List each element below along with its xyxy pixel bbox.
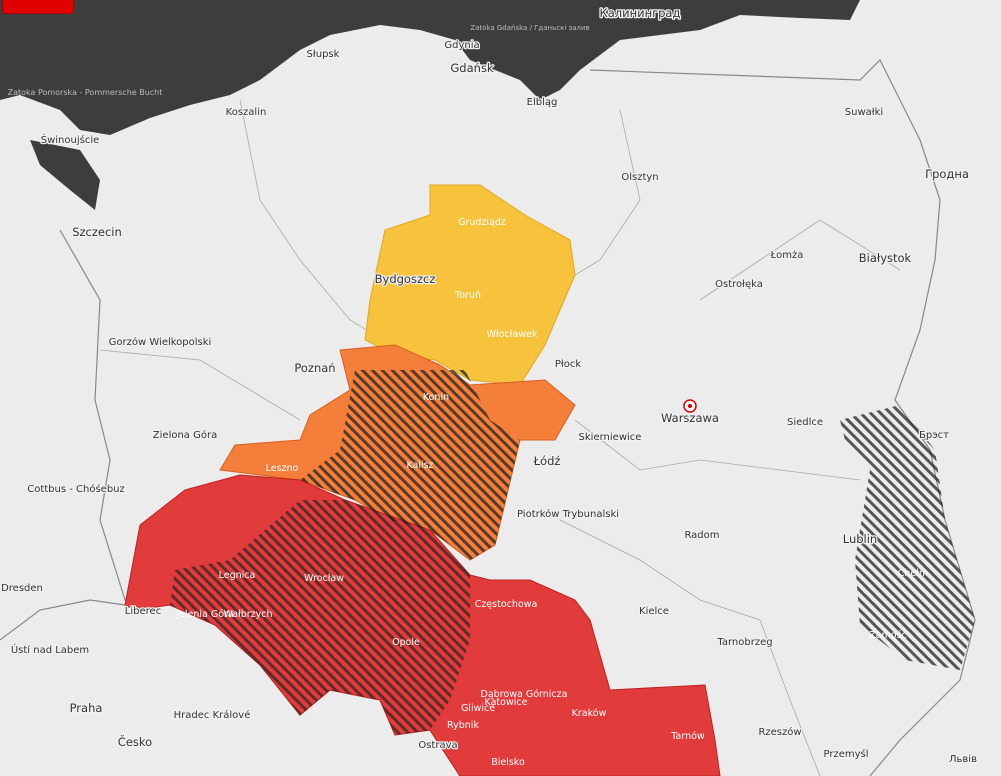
city-label: Dąbrowa Górnicza (481, 689, 568, 700)
city-label: Zielona Góra (153, 429, 217, 441)
city-label: Zamość (869, 630, 907, 641)
capital-marker-dot (688, 404, 692, 408)
city-label: Gdańsk (450, 61, 494, 75)
city-label: Białystok (859, 251, 912, 265)
city-label: Włocławek (487, 329, 538, 340)
city-label: Jelenia Góra (175, 609, 234, 620)
city-label: Skierniewice (579, 432, 642, 443)
hatched-area-central (300, 370, 520, 560)
city-label: Olsztyn (621, 172, 658, 183)
city-label: Grudziądz (458, 217, 506, 228)
city-label: Siedlce (787, 417, 823, 428)
city-label: Ostrava (418, 740, 457, 751)
voivodeship-borders (99, 99, 901, 776)
city-label: Chełm (898, 568, 928, 579)
city-label: Cottbus - Chóśebuz (27, 483, 125, 495)
city-label: Łódź (533, 454, 561, 468)
sea-label: Zatoka Pomorska - Pommersche Bucht (8, 88, 163, 97)
city-label: Toruń (454, 290, 481, 301)
city-label: Konin (423, 392, 449, 403)
legend-button[interactable] (2, 0, 74, 14)
hatched-area-east[interactable] (840, 405, 975, 670)
city-label: Poznań (294, 361, 335, 375)
city-label: Szczecin (72, 225, 122, 239)
city-label: Ústí nad Labem (11, 643, 89, 656)
city-label: Warszawa (661, 411, 719, 425)
city-label: Львів (949, 753, 977, 765)
city-label: Katowice (485, 697, 528, 708)
city-label: Radom (684, 530, 719, 541)
city-label: Gliwice (461, 703, 495, 714)
city-label: Liberec (125, 606, 161, 617)
city-labels: Калининград Słupsk Gdynia Gdańsk Elbląg Kosza… (0, 5, 978, 768)
city-label: Lublin (843, 532, 877, 546)
city-label: Kielce (639, 606, 669, 617)
city-label: Bielsko (491, 757, 525, 768)
city-label: Kraków (572, 708, 607, 719)
city-label: Częstochowa (475, 599, 538, 610)
city-label: Elbląg (527, 97, 558, 108)
city-label: Wałbrzych (223, 609, 272, 620)
city-label: Świnoujście (41, 133, 100, 146)
city-label: Kalisz (406, 460, 433, 471)
city-label: Ostrołęka (715, 279, 763, 290)
city-label: Legnica (219, 570, 256, 581)
baltic-sea (0, 0, 860, 135)
city-label: Dresden (1, 583, 43, 594)
city-label: Leszno (266, 463, 299, 474)
city-label: Gorzów Wielkopolski (109, 336, 212, 348)
city-label: Rzeszów (758, 726, 801, 738)
city-label: Rybnik (447, 720, 479, 731)
sea-labels: Zatoka Pomorska - Pommersche Bucht Zatok… (8, 24, 590, 97)
city-label: Suwałki (845, 107, 883, 118)
city-label: Praha (70, 701, 103, 715)
lagoon (30, 140, 100, 210)
city-label: Bydgoszcz (375, 272, 436, 286)
city-label: Wrocław (304, 573, 344, 584)
city-label: Słupsk (307, 49, 340, 60)
city-label: Płock (555, 359, 581, 370)
hatched-area-southwest (170, 500, 470, 735)
city-label: Tarnów (670, 731, 705, 742)
city-label: Калининград (600, 6, 681, 20)
city-label: Гродна (925, 167, 969, 181)
city-label: Koszalin (226, 107, 267, 118)
city-label: Česko (118, 734, 152, 749)
city-label: Hradec Králové (174, 709, 251, 721)
city-label: Брэст (919, 430, 949, 441)
city-label: Piotrków Trybunalski (517, 508, 619, 520)
city-label: Tarnobrzeg (716, 637, 772, 648)
city-label: Gdynia (444, 40, 479, 51)
city-label: Przemyśl (823, 748, 868, 760)
city-label: Opole (392, 637, 420, 648)
city-label: Łomża (770, 250, 804, 261)
sea-label: Zatoka Gdańska / Гданьскі залив (470, 24, 589, 32)
